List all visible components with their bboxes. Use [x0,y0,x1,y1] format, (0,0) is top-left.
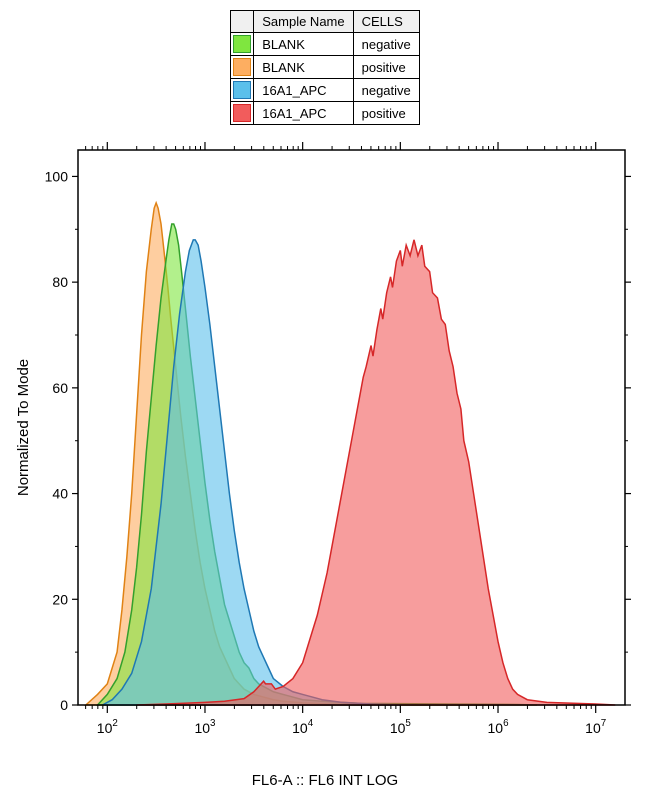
legend-swatch [233,104,251,122]
legend-cells: positive [353,56,419,79]
histogram-chart: 0 20 40 60 80 100 Normalized To Mode 102 103 104 1… [10,140,640,760]
legend-row: BLANKnegative [231,33,420,56]
x-tick-label: 105 [390,718,412,736]
x-tick-label: 102 [97,718,118,736]
legend-sample-name: BLANK [254,33,353,56]
x-tick-label: 103 [194,718,216,736]
legend-cells: positive [353,102,419,125]
y-tick-label: 100 [45,168,69,184]
legend-cells: negative [353,79,419,102]
x-tick-label: 104 [292,718,314,736]
legend-table: Sample Name CELLS BLANKnegativeBLANKposi… [230,10,420,125]
legend-header-sample: Sample Name [254,11,353,33]
legend-row: BLANKpositive [231,56,420,79]
legend-header-cells: CELLS [353,11,419,33]
legend-swatch-cell [231,33,254,56]
x-tick-label: 107 [585,718,606,736]
y-axis-label: Normalized To Mode [15,359,32,496]
legend-cells: negative [353,33,419,56]
y-tick-label: 20 [52,591,68,607]
legend-header-row: Sample Name CELLS [231,11,420,33]
x-tick-label: 106 [488,718,510,736]
legend-sample-name: 16A1_APC [254,79,353,102]
legend-header-swatch [231,11,254,33]
legend-swatch [233,81,251,99]
legend-swatch-cell [231,79,254,102]
x-axis-label: FL6-A :: FL6 INT LOG [10,772,640,789]
y-tick-label: 80 [52,274,68,290]
legend-sample-name: 16A1_APC [254,102,353,125]
legend-row: 16A1_APCpositive [231,102,420,125]
legend-swatch [233,35,251,53]
legend-sample-name: BLANK [254,56,353,79]
legend-swatch-cell [231,102,254,125]
y-tick-label: 0 [60,697,68,713]
legend-row: 16A1_APCnegative [231,79,420,102]
legend-swatch [233,58,251,76]
legend-swatch-cell [231,56,254,79]
y-tick-label: 60 [52,380,68,396]
y-tick-label: 40 [52,486,68,502]
